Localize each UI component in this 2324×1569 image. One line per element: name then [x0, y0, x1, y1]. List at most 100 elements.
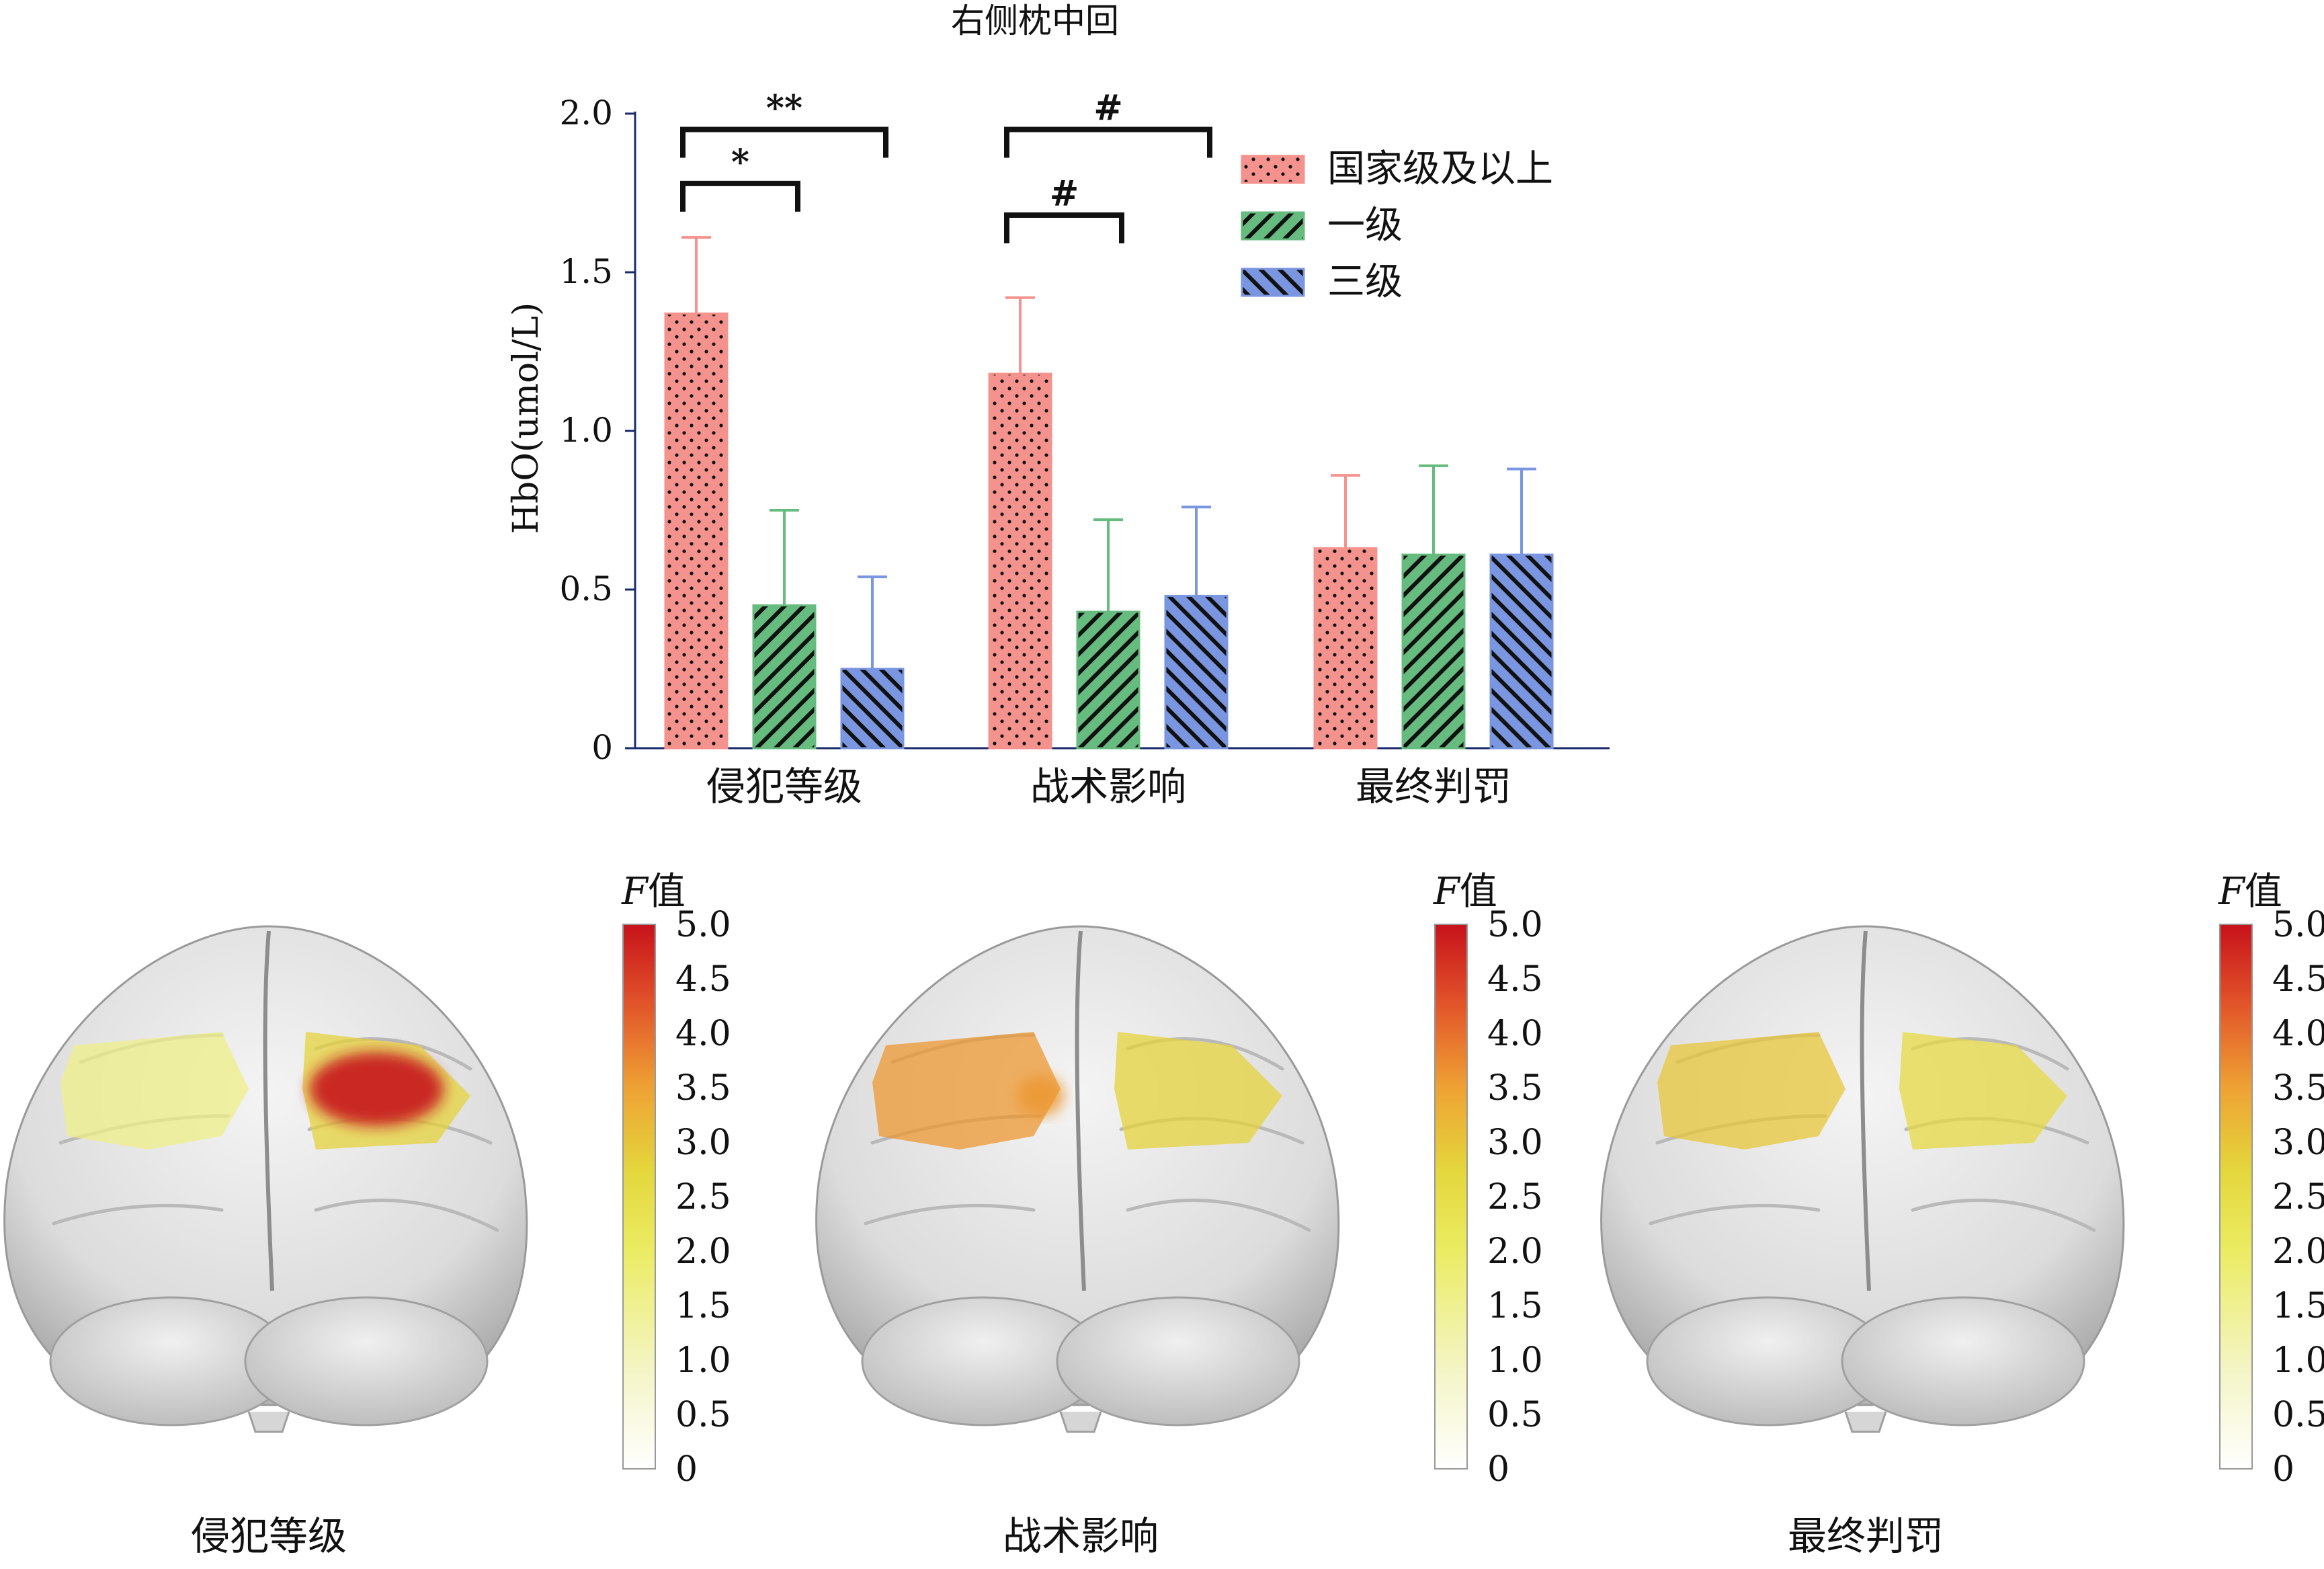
significance-brackets: ***## [680, 88, 1212, 244]
brain-rendering [815, 925, 1340, 1433]
colorbar-tick-label: 3.5 [675, 1068, 731, 1109]
bar [1489, 553, 1554, 750]
error-bar [1507, 467, 1536, 555]
legend-swatch [1241, 268, 1305, 297]
y-axis-label: HbO(umol/L) [506, 303, 546, 534]
colorbar-tick-label: 3.0 [2272, 1123, 2324, 1163]
error-bar [1419, 464, 1448, 555]
colorbar-tick-label: 4.5 [675, 959, 731, 1000]
colorbar-tick-label: 1.0 [2272, 1340, 2324, 1381]
bar [1313, 547, 1378, 750]
colorbar-tick-label: 3.5 [1487, 1068, 1543, 1109]
x-tick-label: 侵犯等级 [706, 764, 862, 809]
colorbar-tick-label: 3.5 [2272, 1068, 2324, 1109]
colorbar-tick-label: 1.0 [675, 1340, 731, 1381]
colorbar-tick-label: 4.0 [2272, 1014, 2324, 1054]
error-bar [770, 509, 799, 606]
brain-rendering [3, 925, 528, 1433]
activation-overlay [1657, 1032, 2067, 1150]
significance-bracket: ** [680, 88, 888, 158]
colorbar-tick-label: 1.0 [1487, 1340, 1543, 1381]
colorbar-tick-label: 0 [675, 1449, 698, 1490]
x-tick-label: 最终判罚 [1356, 764, 1511, 809]
bar [840, 668, 905, 750]
colorbar: F值 0 0.5 1.0 1.5 2.0 2.5 3.0 3.5 4.0 4.5 5.0 [621, 870, 731, 1490]
colorbar-title: F值 [1433, 870, 1497, 914]
chart-title: 右侧枕中回 [951, 1, 1119, 40]
bars [664, 312, 1554, 750]
right-activation-region [1899, 1032, 2067, 1150]
colorbar-tick-label: 3.0 [675, 1123, 731, 1163]
colorbar-tick-label: 4.0 [1487, 1014, 1543, 1054]
left-activation-region [1657, 1032, 1845, 1150]
colorbar-tick-label: 2.0 [675, 1232, 731, 1272]
colorbar: F值 0 0.5 1.0 1.5 2.0 2.5 3.0 3.5 4.0 4.5 5.0 [1433, 870, 1543, 1490]
colorbar: F值 0 0.5 1.0 1.5 2.0 2.5 3.0 3.5 4.0 4.5 5.0 [2218, 870, 2324, 1490]
legend-swatch [1241, 211, 1305, 241]
brain-panel: F值 0 0.5 1.0 1.5 2.0 2.5 3.0 3.5 4.0 4.5 5.0 最终判罚 [1600, 870, 2324, 1559]
legend-item: 一级 [1241, 204, 1403, 247]
significance-bracket: # [1004, 173, 1124, 244]
bar [1076, 610, 1140, 750]
colorbar-tick-label: 0.5 [2272, 1395, 2324, 1435]
brain-panel: F值 0 0.5 1.0 1.5 2.0 2.5 3.0 3.5 4.0 4.5 5.0 战术影响 [815, 870, 1543, 1559]
left-activation-region [60, 1032, 249, 1150]
colorbar-tick-label: 1.5 [1487, 1286, 1543, 1326]
legend-item: 三级 [1241, 260, 1403, 304]
significance-bracket: * [680, 142, 800, 212]
colorbar-gradient [622, 924, 656, 1470]
legend-swatch [1241, 155, 1305, 184]
error-bar [1005, 296, 1035, 374]
activation-overlay [60, 1032, 470, 1150]
error-bar [681, 236, 711, 314]
right-activation-region [1114, 1032, 1282, 1150]
significance-bracket: # [1004, 88, 1212, 158]
activation-peak [1017, 1076, 1064, 1116]
error-bar [1181, 506, 1211, 596]
bar [1164, 594, 1229, 750]
y-tick-label: 2.0 [559, 93, 613, 132]
colorbar-tick-label: 2.5 [675, 1177, 731, 1217]
legend-item: 国家级及以上 [1241, 147, 1553, 191]
colorbar-tick-label: 4.0 [675, 1014, 731, 1054]
colorbar-tick-label: 1.5 [675, 1286, 731, 1326]
y-tick-label: 0 [591, 728, 613, 767]
error-bar [1093, 518, 1123, 612]
x-tick-label: 战术影响 [1030, 764, 1186, 809]
error-bar [858, 575, 887, 669]
bar [1401, 553, 1466, 750]
colorbar-tick-label: 3.0 [1487, 1123, 1543, 1163]
colorbar-tick-label: 4.5 [1487, 959, 1543, 1000]
brain-panel-label: 侵犯等级 [191, 1513, 347, 1559]
colorbar-tick-label: 2.0 [2272, 1232, 2324, 1272]
legend-label: 一级 [1327, 204, 1403, 247]
error-bars [681, 236, 1536, 669]
brain-maps: F值 0 0.5 1.0 1.5 2.0 2.5 3.0 3.5 4.0 4.5 5.0 侵犯等级 F值 0… [3, 870, 2324, 1559]
error-bar [1331, 474, 1360, 549]
activation-peak [309, 1052, 444, 1126]
colorbar-tick-label: 0 [2272, 1449, 2294, 1490]
brain-panel: F值 0 0.5 1.0 1.5 2.0 2.5 3.0 3.5 4.0 4.5 5.0 侵犯等级 [3, 870, 731, 1559]
bar-chart: 右侧枕中回 HbO(umol/L) 0 0.5 1.0 1.5 2.0 侵犯等级 战术影响… [506, 1, 1610, 809]
colorbar-tick-label: 2.5 [1487, 1177, 1543, 1217]
colorbar-tick-label: 0 [1487, 1449, 1509, 1490]
colorbar-tick-label: 2.5 [2272, 1177, 2324, 1217]
significance-label: ** [766, 88, 802, 129]
colorbar-tick-label: 1.5 [2272, 1286, 2324, 1326]
y-tick-label: 0.5 [559, 569, 613, 608]
colorbar-tick-label: 5.0 [1487, 905, 1543, 945]
activation-overlay [872, 1032, 1282, 1150]
bar [664, 312, 729, 750]
brain-panel-label: 战术影响 [1003, 1513, 1159, 1559]
colorbar-tick-label: 4.5 [2272, 959, 2324, 1000]
brain-panel-label: 最终判罚 [1788, 1513, 1944, 1559]
y-axis-ticks: 0 0.5 1.0 1.5 2.0 [559, 93, 635, 767]
colorbar-tick-label: 0.5 [675, 1395, 731, 1435]
bar [988, 372, 1052, 750]
y-tick-label: 1.0 [559, 411, 613, 450]
significance-label: # [1050, 173, 1079, 214]
legend-label: 三级 [1327, 260, 1403, 304]
legend-label: 国家级及以上 [1327, 147, 1553, 191]
